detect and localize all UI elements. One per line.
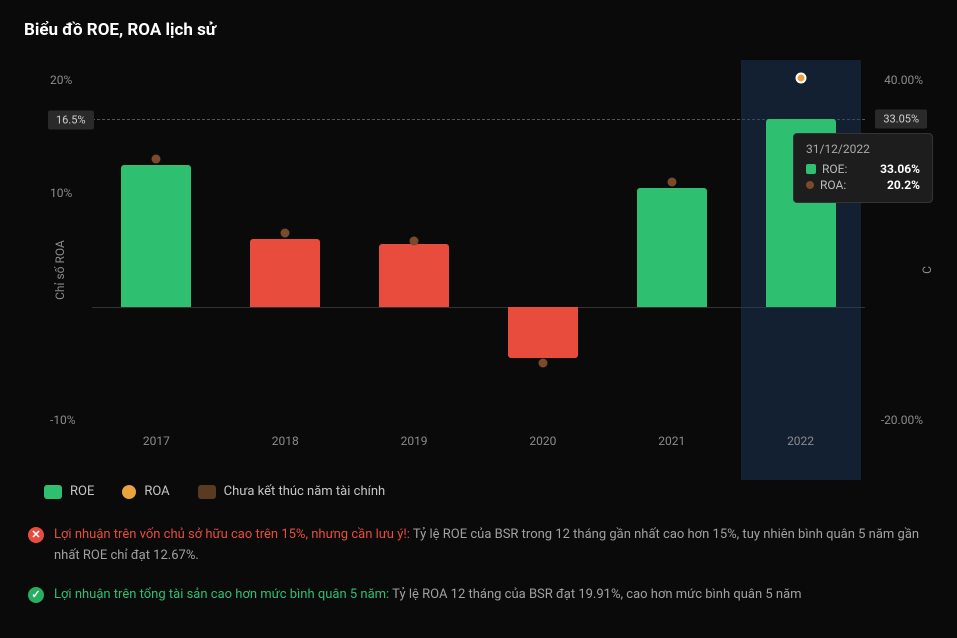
analysis-note: ✕ Lợi nhuận trên vốn chủ sở hữu cao trên … bbox=[28, 525, 933, 567]
tooltip-row: ROE: 33.06% bbox=[806, 162, 920, 176]
note-lead: Lợi nhuận trên vốn chủ sở hữu cao trên 1… bbox=[54, 527, 413, 542]
note-body: Tỷ lệ ROA 12 tháng của BSR đạt 19.91%, c… bbox=[392, 587, 801, 602]
bar-slot bbox=[221, 80, 350, 420]
legend-swatch-icon bbox=[44, 485, 62, 499]
roe-bar[interactable] bbox=[508, 307, 578, 358]
right-marker-badge: 33.05% bbox=[875, 110, 927, 129]
bar-slot bbox=[350, 80, 479, 420]
tooltip-label: ROE: bbox=[822, 162, 847, 176]
x-tick-label: 2022 bbox=[736, 434, 865, 448]
y-left-tick: -10% bbox=[50, 413, 76, 427]
note-text: Lợi nhuận trên vốn chủ sở hữu cao trên 1… bbox=[54, 525, 933, 567]
x-tick-label: 2019 bbox=[350, 434, 479, 448]
bar-slot bbox=[736, 80, 865, 420]
left-marker-badge: 16.5% bbox=[48, 110, 94, 129]
analysis-notes: ✕ Lợi nhuận trên vốn chủ sở hữu cao trên … bbox=[24, 525, 933, 605]
roa-dot[interactable] bbox=[538, 359, 547, 368]
chart-plot-area: 20%10%-10%40.00%-20.00%16.5%33.05%201720… bbox=[92, 80, 865, 420]
y-right-tick: -20.00% bbox=[881, 413, 923, 427]
tooltip-value: 33.06% bbox=[880, 162, 920, 176]
legend-swatch-icon bbox=[198, 485, 216, 499]
roa-dot[interactable] bbox=[410, 236, 419, 245]
x-tick-label: 2020 bbox=[478, 434, 607, 448]
bars-layer bbox=[92, 80, 865, 420]
bar-slot bbox=[478, 80, 607, 420]
x-tick-label: 2018 bbox=[221, 434, 350, 448]
tooltip-value: 20.2% bbox=[887, 178, 920, 192]
roe-bar[interactable] bbox=[121, 165, 191, 307]
tooltip-row: ROA: 20.2% bbox=[806, 178, 920, 192]
legend-item[interactable]: ROA bbox=[122, 484, 169, 499]
roe-bar[interactable] bbox=[379, 244, 449, 306]
x-tick-label: 2021 bbox=[607, 434, 736, 448]
roa-dot[interactable] bbox=[152, 155, 161, 164]
tooltip-label: ROA: bbox=[820, 178, 846, 192]
y-left-tick: 10% bbox=[50, 186, 72, 200]
x-axis-labels: 201720182019202020212022 bbox=[92, 434, 865, 448]
x-tick-label: 2017 bbox=[92, 434, 221, 448]
roa-dot[interactable] bbox=[795, 72, 806, 83]
legend-label: ROA bbox=[144, 484, 169, 499]
bar-slot bbox=[607, 80, 736, 420]
legend-item[interactable]: ROE bbox=[44, 484, 94, 499]
y-left-tick: 20% bbox=[50, 73, 72, 87]
tooltip-date: 31/12/2022 bbox=[806, 142, 920, 156]
chart-container: Chỉ số ROA C 20%10%-10%40.00%-20.00%16.5… bbox=[24, 60, 933, 480]
roe-bar[interactable] bbox=[637, 188, 707, 307]
chart-tooltip: 31/12/2022 ROE: 33.06% ROA: 20.2% bbox=[793, 133, 933, 203]
bar-slot bbox=[92, 80, 221, 420]
y-left-axis-label: Chỉ số ROA bbox=[53, 240, 67, 300]
tooltip-swatch-icon bbox=[806, 164, 816, 174]
tooltip-swatch-icon bbox=[806, 181, 814, 189]
chart-legend: ROE ROA Chưa kết thúc năm tài chính bbox=[24, 484, 933, 499]
legend-swatch-icon bbox=[122, 485, 136, 499]
roa-dot[interactable] bbox=[281, 229, 290, 238]
legend-item[interactable]: Chưa kết thúc năm tài chính bbox=[198, 484, 386, 499]
y-right-tick: 40.00% bbox=[884, 73, 923, 87]
check-icon: ✓ bbox=[28, 587, 44, 603]
note-text: Lợi nhuận trên tổng tài sản cao hơn mức … bbox=[54, 585, 802, 606]
legend-label: ROE bbox=[70, 484, 94, 499]
chart-title: Biểu đồ ROE, ROA lịch sử bbox=[24, 20, 933, 40]
roe-bar[interactable] bbox=[250, 239, 320, 307]
legend-label: Chưa kết thúc năm tài chính bbox=[224, 484, 386, 499]
note-lead: Lợi nhuận trên tổng tài sản cao hơn mức … bbox=[54, 587, 392, 602]
roa-dot[interactable] bbox=[667, 178, 676, 187]
warning-icon: ✕ bbox=[28, 527, 44, 543]
y-right-axis-label: C bbox=[920, 266, 934, 274]
analysis-note: ✓ Lợi nhuận trên tổng tài sản cao hơn mức… bbox=[28, 585, 933, 606]
